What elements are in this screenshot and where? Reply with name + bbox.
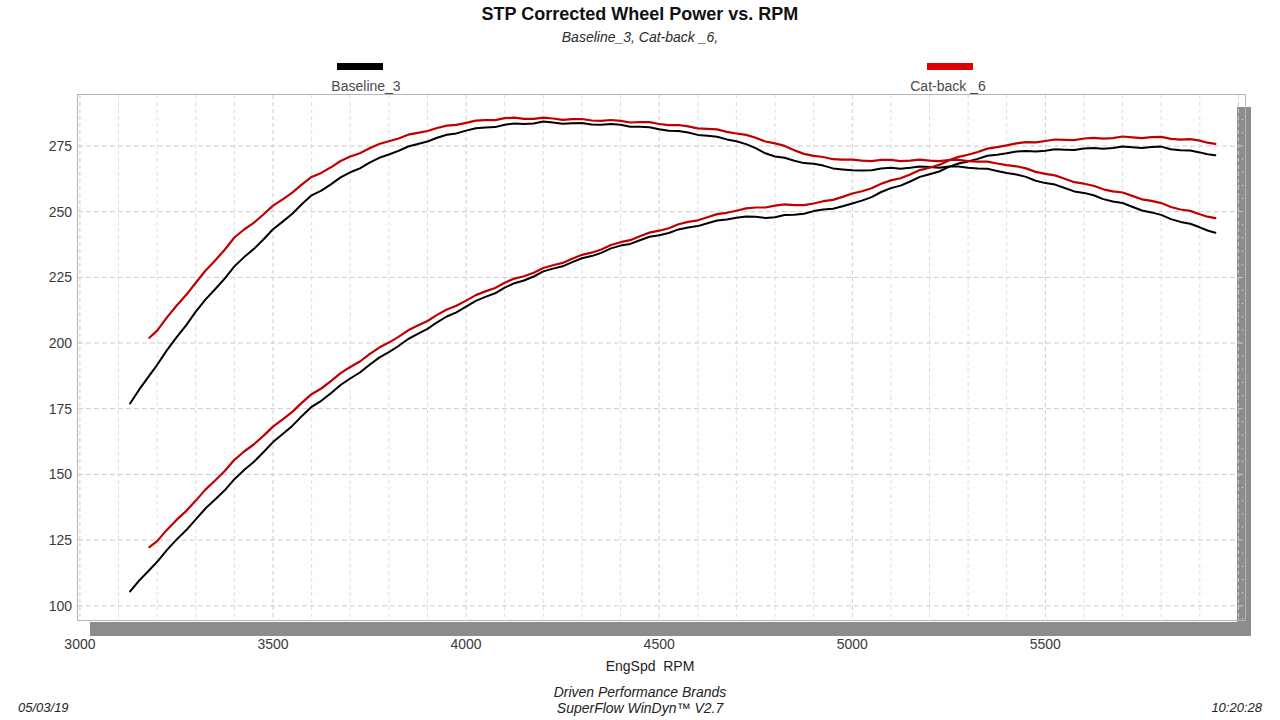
x-axis-label: EngSpd RPM <box>20 658 1280 674</box>
y-tick-label: 225 <box>28 269 72 285</box>
y-tick-label: 125 <box>28 532 72 548</box>
chart-title: STP Corrected Wheel Power vs. RPM <box>0 4 1280 25</box>
y-tick-label: 250 <box>28 204 72 220</box>
legend-label-baseline: Baseline_3 <box>331 78 400 94</box>
plot-area <box>78 95 1245 620</box>
footer-brand: Driven Performance Brands <box>0 684 1280 700</box>
x-tick-label: 4000 <box>436 636 496 652</box>
x-tick-label: 3500 <box>243 636 303 652</box>
y-tick-label: 150 <box>28 466 72 482</box>
plot-shadow-bottom <box>90 622 1251 636</box>
x-tick-label: 3000 <box>50 636 110 652</box>
dyno-chart-page: STP Corrected Wheel Power vs. RPM Baseli… <box>0 0 1280 720</box>
x-tick-label: 5500 <box>1015 636 1075 652</box>
y-tick-label: 200 <box>28 335 72 351</box>
x-tick-label: 5000 <box>822 636 882 652</box>
footer-software: SuperFlow WinDyn™ V2.7 <box>0 700 1280 716</box>
x-tick-label: 4500 <box>629 636 689 652</box>
legend-label-catback: Cat-back _6 <box>910 78 985 94</box>
chart-subtitle: Baseline_3, Cat-back _6, <box>0 29 1280 45</box>
y-tick-label: 275 <box>28 138 72 154</box>
date-stamp: 05/03/19 <box>18 700 69 715</box>
time-stamp: 10:20:28 <box>1211 700 1262 715</box>
legend-swatch-baseline <box>337 63 383 70</box>
y-tick-label: 100 <box>28 598 72 614</box>
y-tick-label: 175 <box>28 401 72 417</box>
legend-swatch-catback <box>927 63 973 70</box>
